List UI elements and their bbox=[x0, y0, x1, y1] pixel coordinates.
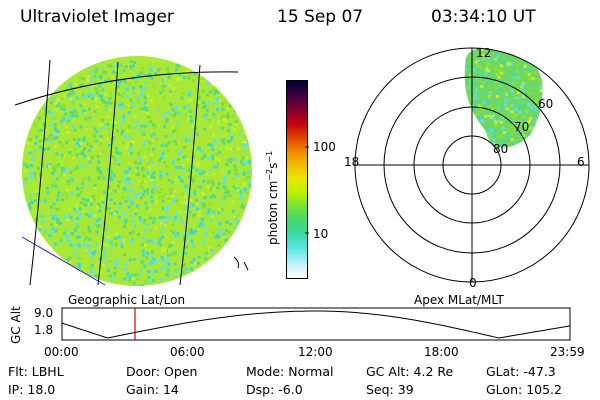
gain-status: Gain: 14 bbox=[126, 382, 179, 397]
seq-status: Seq: 39 bbox=[366, 382, 414, 397]
gc-alt-axis-label: GC Alt bbox=[9, 306, 23, 344]
mlt-18-label: 18 bbox=[344, 155, 360, 169]
mlt-0-label: 0 bbox=[469, 276, 477, 290]
gc-alt-status: GC Alt: 4.2 Re bbox=[366, 364, 454, 379]
instrument-title: Ultraviolet Imager bbox=[20, 7, 174, 27]
alt-tick-9: 9.0 bbox=[34, 306, 54, 320]
colorbar bbox=[286, 80, 308, 279]
alt-tick-1-8: 1.8 bbox=[34, 323, 54, 337]
time-tick-2359: 23:59 bbox=[550, 345, 585, 359]
time-tick-0600: 06:00 bbox=[170, 345, 205, 359]
colorbar-tick-10: 10 bbox=[313, 227, 329, 241]
date-label: 15 Sep 07 bbox=[277, 7, 364, 27]
lat-80-label: 80 bbox=[493, 142, 509, 156]
glat-status: GLat: -47.3 bbox=[486, 364, 556, 379]
mode-status: Mode: Normal bbox=[246, 364, 334, 379]
colorbar-tick-100: 100 bbox=[313, 140, 336, 154]
time-label: 03:34:10 UT bbox=[431, 7, 536, 27]
lat-60-label: 60 bbox=[538, 97, 554, 111]
colorbar-ticks bbox=[305, 146, 309, 234]
polar-plot bbox=[354, 47, 590, 283]
glon-status: GLon: 105.2 bbox=[486, 382, 562, 397]
mlt-12-label: 12 bbox=[476, 46, 492, 60]
colorbar-unit-label: photon cm−2s−1 bbox=[265, 150, 280, 245]
time-tick-1800: 18:00 bbox=[424, 345, 459, 359]
door-status: Door: Open bbox=[126, 364, 198, 379]
geo-grid-lines bbox=[14, 59, 239, 286]
dsp-status: Dsp: -6.0 bbox=[246, 382, 303, 397]
altitude-plot bbox=[61, 307, 571, 341]
time-tick-0000: 00:00 bbox=[44, 345, 79, 359]
coastline-fragment bbox=[233, 256, 249, 271]
coastline bbox=[21, 236, 106, 286]
polar-caption: Apex MLat/MLT bbox=[414, 293, 504, 307]
earth-disk bbox=[22, 56, 252, 286]
mlt-6-label: 6 bbox=[577, 155, 585, 169]
geographic-caption: Geographic Lat/Lon bbox=[68, 293, 186, 307]
lat-70-label: 70 bbox=[514, 120, 530, 134]
ip-status: IP: 18.0 bbox=[8, 382, 56, 397]
filter-status: Flt: LBHL bbox=[8, 364, 64, 379]
time-tick-1200: 12:00 bbox=[298, 345, 333, 359]
